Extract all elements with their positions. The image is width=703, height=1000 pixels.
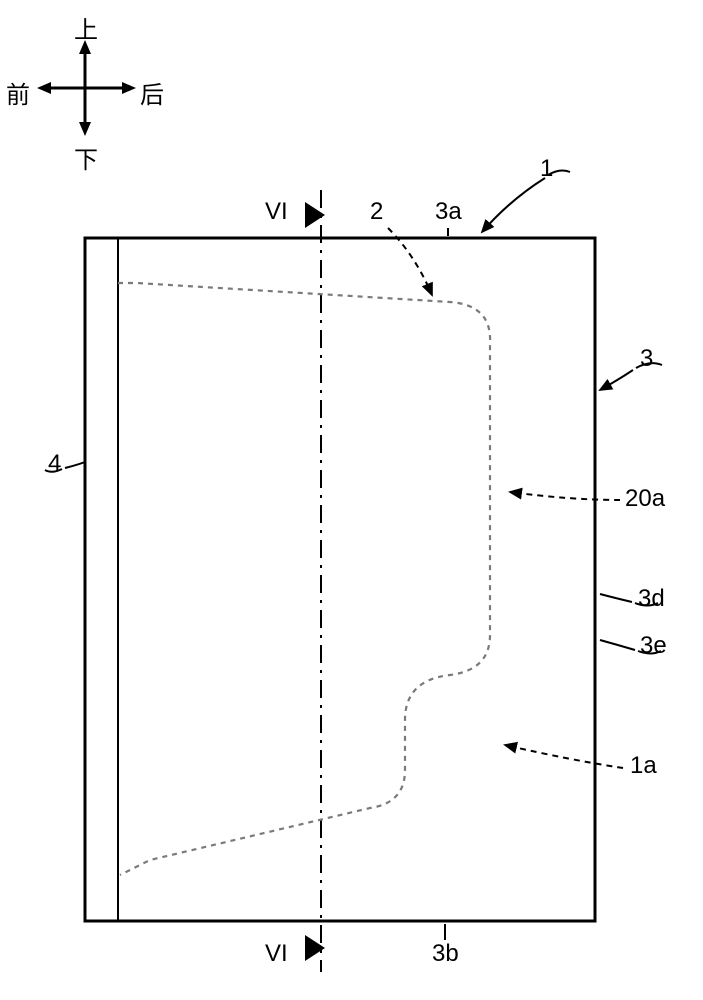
leader-3d (600, 594, 632, 602)
leader-4 (65, 462, 85, 468)
label-1a: 1a (630, 752, 657, 780)
label-VI-top: VI (265, 198, 288, 226)
leader-1 (482, 178, 545, 232)
outer-rect (85, 238, 595, 921)
label-2: 2 (370, 198, 383, 226)
label-VI-bot: VI (265, 940, 288, 968)
compass-label-down: 下 (74, 140, 98, 175)
compass-arrow-left (37, 82, 51, 94)
label-3d: 3d (638, 585, 665, 613)
compass-label-up: 上 (74, 10, 98, 45)
label-3b: 3b (432, 940, 459, 968)
leader-3e (600, 640, 635, 650)
compass-label-left: 前 (6, 75, 30, 110)
label-4: 4 (48, 450, 61, 478)
leader-1a (505, 745, 623, 768)
diagram-svg (0, 0, 703, 1000)
label-3a: 3a (435, 198, 462, 226)
compass-arrow-down (79, 122, 91, 136)
label-3: 3 (640, 345, 653, 373)
label-3e: 3e (640, 632, 667, 660)
leader-20a (510, 492, 620, 500)
compass-label-right: 后 (140, 75, 164, 110)
leader-3 (600, 370, 633, 390)
dashed-shape (118, 283, 490, 875)
label-1: 1 (540, 155, 553, 183)
compass-arrow-right (122, 82, 136, 94)
compass (37, 40, 136, 136)
label-20a: 20a (625, 485, 665, 513)
